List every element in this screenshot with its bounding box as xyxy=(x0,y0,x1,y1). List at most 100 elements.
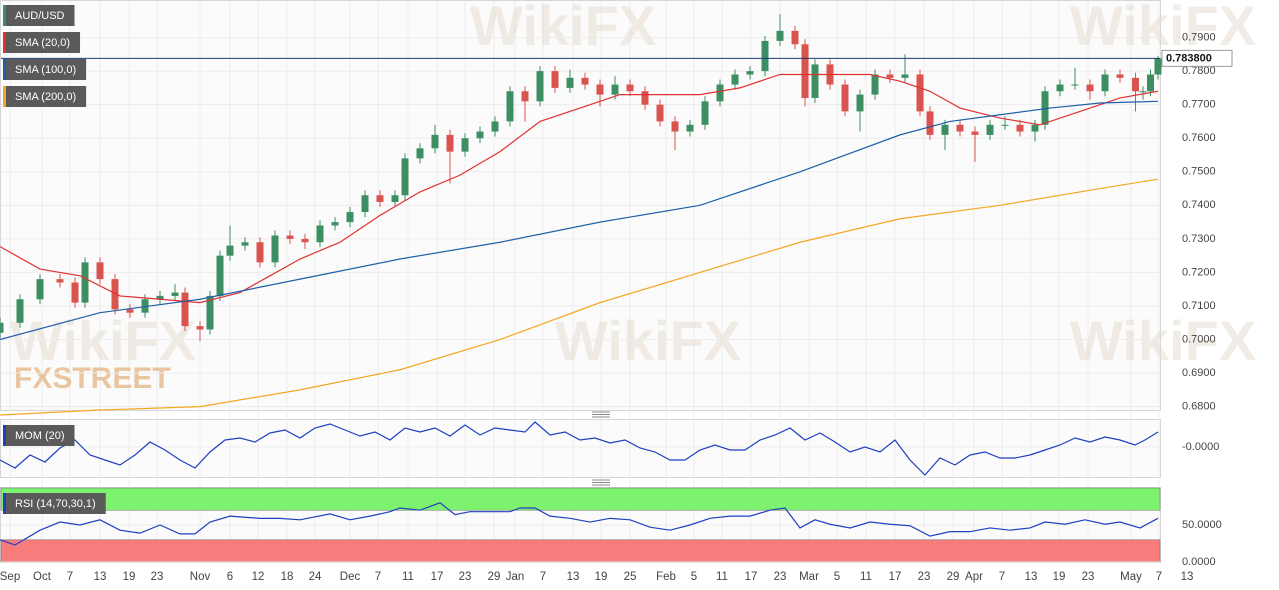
y-tick-label: 0.7800 xyxy=(1182,65,1216,77)
x-tick-label: 13 xyxy=(1181,571,1194,583)
legend-box xyxy=(3,425,75,446)
x-tick-label: 12 xyxy=(252,571,265,583)
x-tick-label: 19 xyxy=(123,571,136,583)
candle-body xyxy=(491,121,499,132)
candle-body xyxy=(566,77,574,88)
x-tick-label: 13 xyxy=(1025,571,1038,583)
candle-body xyxy=(801,44,809,98)
candle-body xyxy=(641,91,649,105)
x-tick-label: 7 xyxy=(999,571,1005,583)
candle-body xyxy=(316,225,324,243)
x-tick-label: 7 xyxy=(540,571,546,583)
y-tick-label: 0.6900 xyxy=(1182,367,1216,379)
watermark: WikiFX xyxy=(1070,0,1256,57)
candle-body xyxy=(256,242,264,263)
watermark: WikiFX xyxy=(555,309,741,372)
legend-box xyxy=(3,5,75,26)
x-tick-label: 19 xyxy=(595,571,608,583)
legend-label: AUD/USD xyxy=(15,10,65,22)
x-tick-label: Jan xyxy=(506,571,525,583)
candle-body xyxy=(811,64,819,98)
candle-body xyxy=(941,124,949,135)
candle-body xyxy=(416,148,424,159)
candle-body xyxy=(1101,74,1109,92)
candle-body xyxy=(446,134,454,152)
x-tick-label: 18 xyxy=(281,571,294,583)
candle-body xyxy=(506,91,514,122)
candle-body xyxy=(286,235,294,239)
legend-box xyxy=(3,59,87,80)
x-tick-label: 23 xyxy=(1082,571,1095,583)
brand-logo: FXSTREET xyxy=(14,362,171,395)
watermark: WikiFX xyxy=(1070,309,1256,372)
y-tick-label: 0.7900 xyxy=(1182,31,1216,43)
candle-body xyxy=(461,138,469,152)
candle-body xyxy=(926,111,934,135)
candle-body xyxy=(1071,84,1079,86)
candle-body xyxy=(81,262,89,303)
legend-label: SMA (100,0) xyxy=(15,64,76,76)
candle-body xyxy=(1132,77,1139,92)
candle-body xyxy=(126,309,134,313)
legend-swatch xyxy=(3,425,6,446)
candle-body xyxy=(971,131,979,135)
candle-body xyxy=(71,282,79,303)
x-tick-label: Dec xyxy=(340,571,361,583)
y-tick-label: 0.7600 xyxy=(1182,132,1216,144)
y-tick-label: 0.6800 xyxy=(1182,401,1216,413)
indicator-line xyxy=(0,73,1159,304)
x-tick-label: 17 xyxy=(431,571,444,583)
panel-handle xyxy=(592,411,610,486)
y-tick-label: 50.0000 xyxy=(1182,519,1222,531)
candle-body xyxy=(521,91,529,102)
candle-body xyxy=(141,299,149,313)
candle-body xyxy=(171,292,179,296)
candle-body xyxy=(111,279,119,310)
legend-box xyxy=(3,86,87,107)
candle-body xyxy=(431,134,439,149)
candle-body xyxy=(986,124,994,135)
candle-body xyxy=(196,326,204,330)
y-tick-label: 0.7200 xyxy=(1182,266,1216,278)
candle-body xyxy=(376,195,384,202)
candle-body xyxy=(1041,91,1049,125)
legend-swatch xyxy=(3,59,6,80)
y-tick-label: 0.7100 xyxy=(1182,300,1216,312)
x-tick-label: 13 xyxy=(94,571,107,583)
x-tick-label: Nov xyxy=(190,571,211,583)
x-tick-label: Mar xyxy=(799,571,819,583)
legend-swatch xyxy=(3,5,6,26)
x-tick-label: 11 xyxy=(860,571,872,583)
mom-panel xyxy=(0,419,1161,478)
candle-body xyxy=(701,101,709,125)
candle-body xyxy=(1086,84,1094,92)
rsi-band xyxy=(0,539,1161,563)
candle-body xyxy=(536,71,544,102)
x-tick-label: Oct xyxy=(33,571,52,583)
x-tick-label: 23 xyxy=(151,571,164,583)
candle-body xyxy=(551,71,559,88)
candle-body xyxy=(156,295,164,300)
indicator-line xyxy=(0,178,1159,416)
candle-body xyxy=(1056,84,1064,92)
candle-body xyxy=(216,255,224,296)
legend-label: RSI (14,70,30,1) xyxy=(15,498,96,510)
x-tick-label: 24 xyxy=(309,571,322,583)
x-tick-label: 17 xyxy=(889,571,902,583)
candle-body xyxy=(776,30,784,41)
y-tick-label: 0.7500 xyxy=(1182,166,1216,178)
candle-body xyxy=(206,295,214,330)
rsi-band xyxy=(0,487,1161,511)
candle-body xyxy=(956,124,964,132)
x-tick-label: 11 xyxy=(402,571,414,583)
x-tick-label: 23 xyxy=(774,571,787,583)
candle-body xyxy=(716,84,724,102)
candle-body xyxy=(1016,124,1024,132)
watermark: WikiFX xyxy=(10,309,196,372)
candle-body xyxy=(1139,91,1147,93)
candle-body xyxy=(0,322,4,333)
candle-body xyxy=(901,74,909,78)
candle-body xyxy=(226,245,234,256)
x-tick-label: Feb xyxy=(656,571,676,583)
last-price-box xyxy=(1161,49,1233,67)
